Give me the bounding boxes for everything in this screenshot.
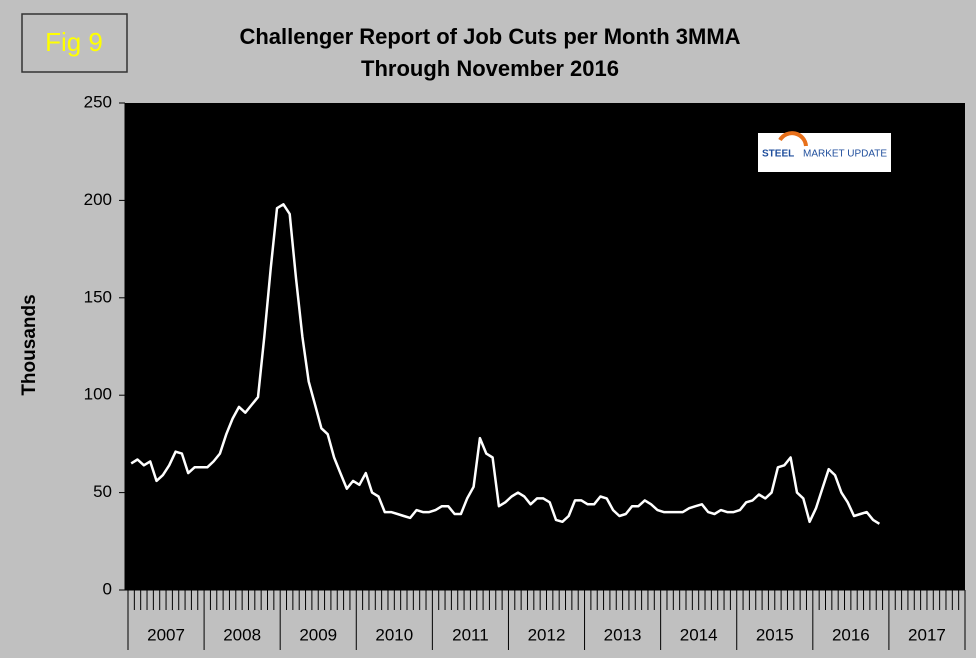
figure-label: Fig 9 bbox=[45, 27, 103, 57]
x-tick-label: 2008 bbox=[223, 625, 261, 644]
y-tick-label: 50 bbox=[93, 482, 112, 501]
figure-box bbox=[21, 13, 128, 73]
logo-brand: STEEL bbox=[762, 149, 794, 160]
y-tick-label: 250 bbox=[84, 92, 112, 111]
series-line bbox=[130, 203, 881, 525]
x-tick-label: 2010 bbox=[375, 625, 413, 644]
x-tick-label: 2012 bbox=[528, 625, 566, 644]
x-tick-label: 2013 bbox=[604, 625, 642, 644]
x-tick-label: 2015 bbox=[756, 625, 794, 644]
logo: STEEL MARKET UPDATE bbox=[758, 131, 891, 172]
y-tick-label: 0 bbox=[103, 579, 112, 598]
logo-rest: MARKET UPDATE bbox=[803, 149, 887, 160]
x-tick-label: 2016 bbox=[832, 625, 870, 644]
y-tick-label: 100 bbox=[84, 385, 112, 404]
x-tick-label: 2007 bbox=[147, 625, 185, 644]
y-tick-label: 150 bbox=[84, 287, 112, 306]
x-tick-label: 2014 bbox=[680, 625, 718, 644]
y-axis-label: Thousands bbox=[19, 294, 40, 395]
chart-title: Challenger Report of Job Cuts per Month … bbox=[239, 24, 740, 49]
x-tick-label: 2009 bbox=[299, 625, 337, 644]
chart-subtitle: Through November 2016 bbox=[361, 56, 619, 81]
y-tick-label: 200 bbox=[84, 190, 112, 209]
logo-arc bbox=[778, 131, 808, 147]
x-tick-label: 2017 bbox=[908, 625, 946, 644]
plot-area bbox=[125, 103, 965, 590]
x-tick-label: 2011 bbox=[452, 625, 489, 644]
